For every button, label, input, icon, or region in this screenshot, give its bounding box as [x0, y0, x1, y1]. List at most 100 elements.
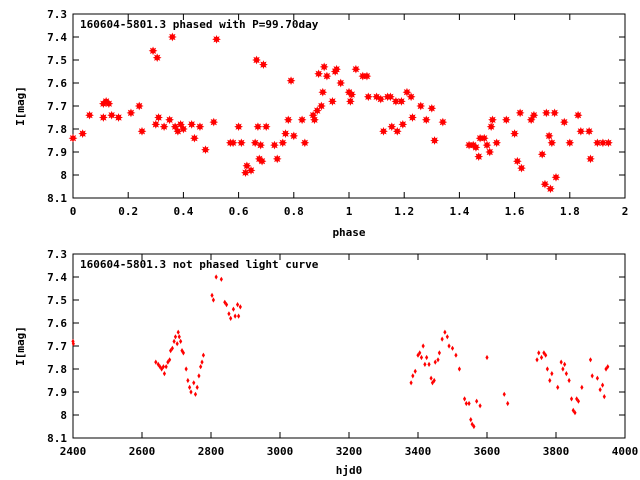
data-point [406, 92, 416, 102]
data-point [506, 400, 510, 407]
data-point [542, 350, 546, 356]
x-tick-label: 0.4 [173, 205, 193, 218]
x-tick-label: 1 [346, 205, 353, 218]
data-point [195, 122, 205, 132]
data-point [272, 154, 282, 164]
data-point [544, 131, 554, 141]
data-point [201, 352, 206, 358]
plot-frame [72, 253, 626, 439]
data-point [551, 172, 561, 182]
data-point [175, 341, 179, 347]
x-tick-label: 1.6 [505, 205, 525, 218]
y-tick-label: 7.8 [47, 363, 67, 376]
data-point [170, 345, 174, 351]
data-point [179, 124, 188, 134]
data-point [535, 357, 539, 363]
x-tick-label: 0.6 [229, 205, 249, 218]
chart-title: 160604-5801.3 phased with P=99.70day [80, 18, 319, 31]
data-point [438, 117, 448, 127]
data-point [593, 138, 602, 148]
x-tick-label: 3800 [543, 445, 570, 458]
data-point [548, 377, 552, 384]
data-point [421, 343, 425, 349]
data-point [454, 352, 458, 358]
data-point [546, 184, 555, 194]
data-point [537, 149, 547, 159]
data-point [595, 375, 599, 381]
data-point [379, 126, 388, 136]
x-tick-label: 3600 [474, 445, 501, 458]
data-point [598, 138, 608, 148]
data-point [556, 384, 560, 390]
y-tick-label: 7.8 [47, 123, 67, 136]
data-point [464, 400, 468, 407]
data-point [539, 354, 544, 361]
data-point [510, 129, 519, 138]
data-point [387, 122, 397, 132]
data-point [250, 138, 260, 148]
data-point [436, 357, 440, 363]
data-point [584, 126, 594, 136]
data-point [169, 348, 173, 354]
y-tick-label: 8 [60, 169, 67, 182]
data-point [172, 338, 176, 344]
data-point [199, 364, 203, 370]
unphased-light-curve-panel: 2400 2600 2800 3000 3200 3400 3600 3800 4000 7.3 7… [14, 248, 638, 477]
data-point [346, 97, 355, 106]
data-point [188, 384, 192, 390]
data-point [391, 97, 401, 106]
data-point [173, 334, 178, 340]
phased-light-curve-panel: 0 0.2 0.4 0.6 0.8 1 1.2 1.4 1.6 1.8 2 7.3 7.4 7.5 7.6 7… [14, 8, 628, 239]
data-point [281, 129, 290, 138]
data-point [479, 133, 489, 143]
data-point [363, 92, 373, 102]
data-point [137, 126, 147, 136]
data-point [104, 99, 114, 109]
data-point [154, 359, 158, 365]
data-point [114, 113, 123, 122]
data-point [227, 311, 231, 317]
data-point [229, 315, 233, 321]
data-point [211, 297, 216, 303]
data-point [569, 396, 574, 402]
x-tick-label: 0.2 [118, 205, 138, 218]
plot-frame [72, 13, 626, 199]
data-point [187, 120, 197, 129]
data-point [598, 387, 602, 393]
y-tick-label: 7.7 [47, 340, 67, 353]
data-point [537, 350, 541, 356]
data-point [576, 398, 581, 404]
x-tick-label: 4000 [612, 445, 639, 458]
data-point [261, 122, 271, 132]
data-point [416, 101, 426, 111]
data-point [564, 371, 568, 377]
data-point [588, 357, 593, 363]
data-point [283, 115, 293, 125]
data-point [201, 145, 210, 155]
data-point [193, 391, 198, 397]
data-point [541, 108, 551, 118]
data-point [176, 329, 180, 335]
x-tick-label: 2800 [198, 445, 225, 458]
data-point [233, 313, 237, 319]
data-point [501, 115, 511, 125]
data-point [470, 421, 474, 427]
data-point [559, 359, 563, 365]
data-point [376, 94, 386, 104]
data-point [413, 368, 417, 374]
data-point [162, 371, 167, 377]
data-point [440, 336, 444, 342]
data-point [161, 364, 165, 370]
data-point [253, 122, 263, 132]
data-point [154, 113, 163, 122]
data-point [575, 396, 579, 402]
data-point [184, 366, 188, 372]
y-tick-label: 7.3 [47, 248, 67, 261]
data-point [392, 126, 402, 136]
data-point [241, 168, 250, 178]
data-point [270, 140, 279, 150]
data-point [181, 350, 185, 356]
data-point [602, 394, 606, 400]
data-point [430, 136, 439, 145]
data-point [421, 115, 431, 125]
